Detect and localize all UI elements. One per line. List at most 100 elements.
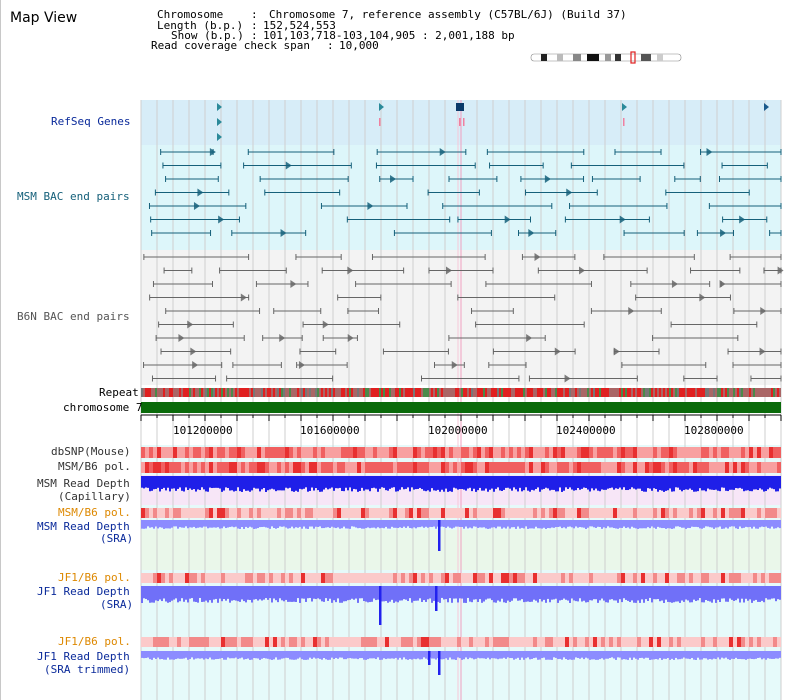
b6n-bac-pair: [151, 375, 217, 382]
b6n-bac-pair: [690, 267, 741, 274]
b6n-bac-pair: [630, 280, 711, 288]
b6n-bac-pair: [219, 267, 287, 274]
b6n-bac-pair: [143, 254, 250, 260]
sra-trimmed-sublabel: (SRA trimmed): [44, 663, 131, 676]
heat-strip: [141, 508, 781, 518]
msm-bac-pair: [148, 202, 247, 210]
msm-bac-pair: [769, 230, 782, 236]
b6n-bac-pair: [262, 334, 303, 342]
show-value: 101,103,718-103,104,905 : 2,001,188 bp: [263, 29, 515, 42]
b6n-bac-pair: [635, 293, 731, 302]
jf1-b6-pol-label[interactable]: JF1/B6 pol.: [58, 571, 131, 584]
msm-read-depth-capillary-label[interactable]: MSM Read Depth: [37, 477, 130, 490]
chromosome-label: Chromosome: [157, 8, 224, 21]
jf1-sra-sublabel: (SRA): [100, 598, 134, 611]
b6n-bac-pair: [355, 281, 452, 287]
msm-bac-pair: [674, 176, 701, 182]
gene-marker: [217, 103, 222, 111]
gene-marker: [622, 103, 627, 111]
b6n-bac-pair: [299, 348, 337, 355]
msm-bac-pair: [231, 229, 307, 237]
b6n-bac-pair: [434, 361, 465, 369]
b6n-bac-end-pairs-label[interactable]: B6N BAC end pairs: [17, 310, 130, 323]
b6n-bac-pair: [763, 266, 784, 275]
b6n-bac-pair: [613, 347, 660, 356]
length-value: 152,524,553: [263, 19, 336, 32]
heat-strip: [141, 447, 781, 458]
b6n-bac-pair: [621, 362, 707, 368]
b6n-bac-pair: [165, 308, 261, 314]
read-depth-track: [141, 476, 781, 492]
b6n-bac-pair: [750, 375, 782, 382]
msm-bac-pair: [591, 176, 641, 182]
chromosome-bar: [141, 402, 781, 413]
msm-bac-pair: [696, 229, 735, 237]
jf1-b6-pol-trimmed-label[interactable]: JF1/B6 pol.: [58, 635, 131, 648]
msm-bac-pair: [376, 148, 467, 156]
b6n-bac-pair: [295, 254, 342, 260]
b6n-bac-pair: [255, 280, 309, 288]
msm-bac-pair: [393, 230, 492, 236]
b6n-bac-pair: [155, 334, 245, 342]
b6n-bac-pair: [729, 254, 782, 260]
msm-bac-pair: [700, 148, 782, 156]
b6n-bac-pair: [382, 348, 449, 355]
b6n-bac-pair: [337, 294, 382, 301]
b6n-bac-pair: [727, 347, 782, 356]
read-depth-track: [141, 651, 781, 675]
gene-marker: [379, 103, 384, 111]
b6n-bac-pair: [683, 375, 718, 382]
msm-read-depth-sra-label[interactable]: MSM Read Depth: [37, 520, 130, 533]
b6n-bac-pair: [143, 361, 223, 369]
msm-b6-pol-sra-label[interactable]: MSM/B6 pol.: [58, 506, 131, 519]
b6n-bac-pair: [428, 266, 494, 275]
msm-bac-pair: [520, 175, 585, 183]
b6n-bac-pair: [448, 334, 546, 342]
msm-bac-pair: [162, 162, 222, 169]
b6n-bac-pair: [371, 254, 486, 260]
msm-bac-pair: [525, 188, 598, 197]
msm-bac-pair: [442, 203, 553, 209]
b6n-bac-pair: [471, 308, 514, 314]
msm-bac-pair: [457, 215, 531, 224]
ruler-tick-label: 102800000: [684, 424, 744, 437]
b6n-bac-pair: [457, 294, 556, 301]
b6n-bac-pair: [321, 266, 405, 275]
b6n-bac-pair: [537, 266, 648, 275]
b6n-bac-pair: [485, 281, 592, 287]
msm-bac-pair: [518, 229, 557, 237]
b6n-bac-pair: [232, 362, 282, 368]
msm-bac-pair: [489, 162, 544, 169]
dbsnp-label[interactable]: dbSNP(Mouse): [51, 445, 131, 458]
msm-bac-pair: [721, 162, 768, 169]
ruler-tick-label: 102400000: [556, 424, 616, 437]
jf1-read-depth-sra-label[interactable]: JF1 Read Depth: [37, 585, 130, 598]
b6n-bac-pair: [733, 307, 782, 315]
msm-bac-pair: [427, 189, 480, 196]
b6n-bac-pair: [488, 362, 527, 368]
msm-bac-pair: [708, 203, 782, 209]
refseq-genes-label[interactable]: RefSeq Genes: [51, 115, 131, 128]
ruler-tick-label: 101600000: [300, 424, 360, 437]
b6n-bac-pair: [163, 267, 193, 274]
b6n-bac-pair: [158, 320, 234, 329]
b6n-bac-pair: [528, 374, 638, 383]
jf1-read-depth-trimmed-label[interactable]: JF1 Read Depth: [37, 650, 130, 663]
msm-bac-end-pairs-label[interactable]: MSM BAC end pairs: [17, 190, 130, 203]
length-label: Length (b.p.): [157, 19, 244, 32]
msm-b6-pol-label[interactable]: MSM/B6 pol.: [58, 460, 131, 473]
b6n-bac-pair: [347, 308, 380, 314]
chromosome-value: Chromosome 7, reference assembly (C57BL/…: [269, 8, 627, 21]
b6n-bac-pair: [160, 347, 232, 356]
msm-bac-pair: [165, 176, 219, 182]
show-label: Show (b.p.): [171, 29, 244, 42]
b6n-bac-pair: [273, 308, 322, 314]
capillary-sublabel: (Capillary): [58, 490, 131, 503]
b6n-bac-pair: [492, 347, 576, 356]
b6n-bac-pair: [670, 321, 758, 328]
b6n-bac-pair: [652, 335, 739, 341]
b6n-bac-pair: [322, 334, 358, 342]
b6n-bac-pair: [475, 321, 585, 328]
msm-bac-pair: [722, 215, 768, 224]
